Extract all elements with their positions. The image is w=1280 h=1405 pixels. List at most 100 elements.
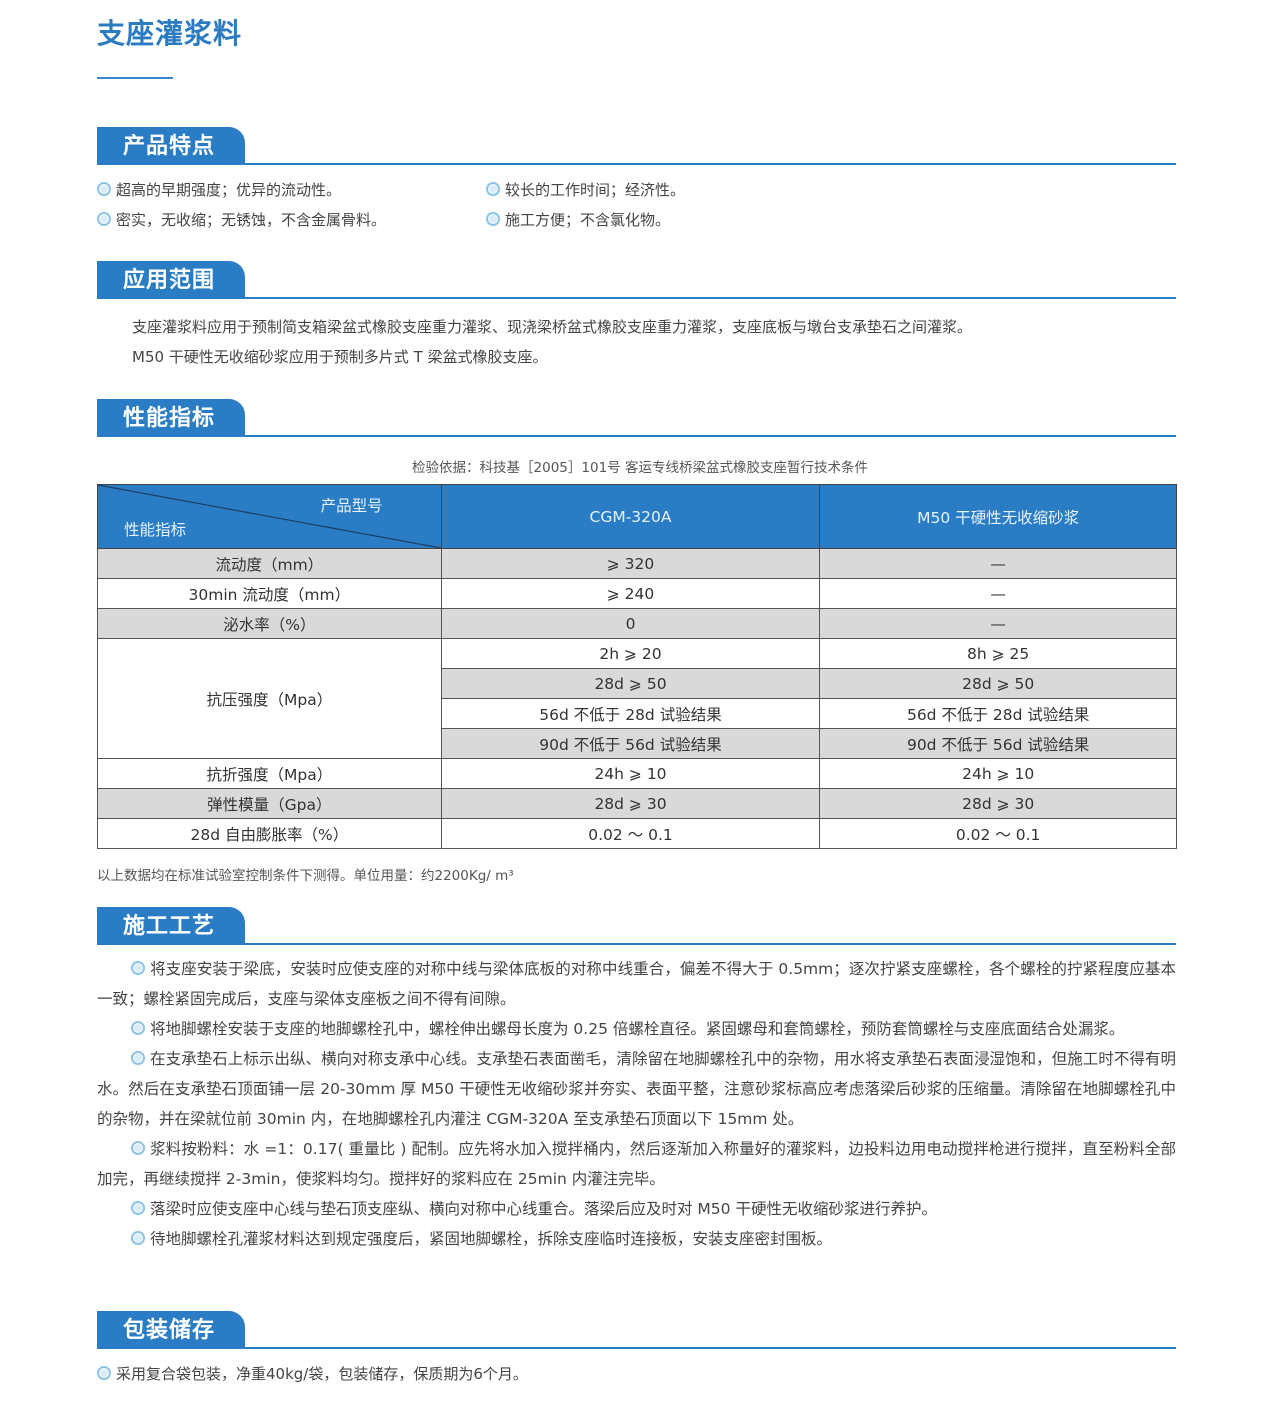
bullet-icon — [486, 212, 500, 226]
step-paragraph: 落梁时应使支座中心线与垫石顶支座纵、横向对称中心线重合。落梁后应及时对 M50 … — [97, 1194, 1176, 1224]
cell: 90d 不低于 56d 试验结果 — [819, 728, 1177, 759]
bullet-icon — [131, 1231, 145, 1245]
corner-bottom-label: 性能指标 — [124, 521, 187, 539]
bullet-icon — [486, 182, 500, 196]
step-paragraph: 待地脚螺栓孔灌浆材料达到规定强度后，紧固地脚螺栓，拆除支座临时连接板，安装支座密… — [97, 1224, 1176, 1254]
bullet-icon — [131, 961, 145, 975]
feature-item: 超高的早期强度；优异的流动性。 — [97, 179, 341, 200]
table-row: 28d 自由膨胀率（%） 0.02 ～ 0.1 0.02 ～ 0.1 — [97, 818, 1177, 849]
step-paragraph: 在支承垫石上标示出纵、横向对称支承中心线。支承垫石表面凿毛，清除留在地脚螺栓孔中… — [97, 1044, 1176, 1134]
section-header-scope: 应用范围 — [97, 261, 1176, 299]
cell: 0.02 ～ 0.1 — [819, 818, 1177, 849]
packaging-text: 采用复合袋包装，净重40kg/袋，包装储存，保质期为6个月。 — [116, 1365, 528, 1383]
table-header-row: 产品型号 性能指标 CGM-320A M50 干硬性无收缩砂浆 — [97, 484, 1177, 549]
feature-item: 较长的工作时间；经济性。 — [486, 179, 685, 200]
cell: 56d 不低于 28d 试验结果 — [440, 698, 821, 729]
cell: 28d ⩾ 30 — [440, 788, 821, 819]
section-rule — [97, 297, 1176, 299]
table-row: 流动度（mm） ⩾ 320 — — [97, 548, 1177, 579]
table-caption: 检验依据：科技基［2005］101号 客运专线桥梁盆式橡胶支座暂行技术条件 — [412, 460, 868, 476]
table-row: 56d 不低于 28d 试验结果 56d 不低于 28d 试验结果 — [98, 698, 1177, 729]
step-text: 在支承垫石上标示出纵、横向对称支承中心线。支承垫石表面凿毛，清除留在地脚螺栓孔中… — [97, 1050, 1176, 1128]
cell: — — [819, 578, 1177, 609]
step-text: 浆料按粉料：水 =1：0.17( 重量比 ) 配制。应先将水加入搅拌桶内，然后逐… — [97, 1140, 1176, 1188]
diagonal-line — [98, 485, 441, 548]
section-rule — [97, 435, 1176, 437]
table-row: 抗压强度（Mpa） 2h ⩾ 20 8h ⩾ 25 — [97, 638, 1177, 759]
cell: 24h ⩾ 10 — [819, 758, 1177, 789]
row-label: 泌水率（%） — [97, 608, 442, 639]
cell: 28d ⩾ 30 — [819, 788, 1177, 819]
row-label: 30min 流动度（mm） — [97, 578, 442, 609]
table-row: 抗折强度（Mpa） 24h ⩾ 10 24h ⩾ 10 — [97, 758, 1177, 789]
bullet-icon — [131, 1021, 145, 1035]
row-label: 抗折强度（Mpa） — [97, 758, 442, 789]
cell: 8h ⩾ 25 — [819, 638, 1177, 669]
corner-header-cell: 产品型号 性能指标 — [97, 484, 442, 549]
section-rule — [97, 1347, 1176, 1349]
step-text: 待地脚螺栓孔灌浆材料达到规定强度后，紧固地脚螺栓，拆除支座临时连接板，安装支座密… — [150, 1230, 833, 1248]
table-row: 30min 流动度（mm） ⩾ 240 — — [97, 578, 1177, 609]
performance-table: 产品型号 性能指标 CGM-320A M50 干硬性无收缩砂浆 流动度（mm） … — [97, 484, 1177, 849]
row-label: 流动度（mm） — [97, 548, 442, 579]
cell: — — [819, 608, 1177, 639]
step-paragraph: 将支座安装于梁底，安装时应使支座的对称中线与梁体底板的对称中线重合，偏差不得大于… — [97, 954, 1176, 1014]
feature-item: 密实，无收缩；无锈蚀，不含金属骨料。 — [97, 209, 386, 230]
table-row: 弹性模量（Gpa） 28d ⩾ 30 28d ⩾ 30 — [97, 788, 1177, 819]
cell: 24h ⩾ 10 — [440, 758, 821, 789]
cell: 0 — [440, 608, 821, 639]
bullet-icon — [131, 1201, 145, 1215]
bullet-icon — [97, 182, 111, 196]
row-label: 抗压强度（Mpa） — [97, 638, 442, 759]
step-text: 将地脚螺栓安装于支座的地脚螺栓孔中，螺栓伸出螺母长度为 0.25 倍螺栓直径。紧… — [150, 1020, 1125, 1038]
bullet-icon — [97, 212, 111, 226]
cell: 90d 不低于 56d 试验结果 — [440, 728, 821, 759]
page-title: 支座灌浆料 — [97, 17, 243, 50]
feature-text: 施工方便；不含氯化物。 — [505, 211, 671, 229]
scope-line: M50 干硬性无收缩砂浆应用于预制多片式 T 梁盆式橡胶支座。 — [132, 348, 548, 366]
column-header: CGM-320A — [440, 484, 821, 549]
cell: 28d ⩾ 50 — [440, 668, 821, 699]
table-row: 泌水率（%） 0 — — [97, 608, 1177, 639]
cell: ⩾ 240 — [440, 578, 821, 609]
corner-top-label: 产品型号 — [320, 497, 383, 515]
section-rule — [97, 943, 1176, 945]
title-underline — [97, 77, 173, 79]
section-tab: 产品特点 — [97, 127, 245, 165]
packaging-item: 采用复合袋包装，净重40kg/袋，包装储存，保质期为6个月。 — [97, 1363, 528, 1384]
step-text: 将支座安装于梁底，安装时应使支座的对称中线与梁体底板的对称中线重合，偏差不得大于… — [97, 960, 1176, 1008]
construction-steps: 将支座安装于梁底，安装时应使支座的对称中线与梁体底板的对称中线重合，偏差不得大于… — [97, 954, 1176, 1254]
cell: 56d 不低于 28d 试验结果 — [819, 698, 1177, 729]
bullet-icon — [131, 1141, 145, 1155]
bullet-icon — [131, 1051, 145, 1065]
feature-text: 密实，无收缩；无锈蚀，不含金属骨料。 — [116, 211, 387, 229]
cell: 28d ⩾ 50 — [819, 668, 1177, 699]
section-header-packaging: 包装储存 — [97, 1311, 1176, 1349]
section-tab: 性能指标 — [97, 399, 245, 437]
section-header-performance: 性能指标 — [97, 399, 1176, 437]
step-paragraph: 浆料按粉料：水 =1：0.17( 重量比 ) 配制。应先将水加入搅拌桶内，然后逐… — [97, 1134, 1176, 1194]
table-note: 以上数据均在标准试验室控制条件下测得。单位用量：约2200Kg/ m³ — [97, 868, 514, 884]
section-tab: 应用范围 — [97, 261, 245, 299]
bullet-icon — [97, 1366, 111, 1380]
feature-text: 较长的工作时间；经济性。 — [505, 181, 686, 199]
cell: 2h ⩾ 20 — [440, 638, 821, 669]
cell: 0.02 ～ 0.1 — [440, 818, 821, 849]
row-label: 28d 自由膨胀率（%） — [97, 818, 442, 849]
section-rule — [97, 163, 1176, 165]
step-paragraph: 将地脚螺栓安装于支座的地脚螺栓孔中，螺栓伸出螺母长度为 0.25 倍螺栓直径。紧… — [97, 1014, 1176, 1044]
scope-line: 支座灌浆料应用于预制简支箱梁盆式橡胶支座重力灌浆、现浇梁桥盆式橡胶支座重力灌浆，… — [132, 318, 973, 336]
cell: — — [819, 548, 1177, 579]
column-header: M50 干硬性无收缩砂浆 — [819, 484, 1177, 549]
section-tab: 包装储存 — [97, 1311, 245, 1349]
section-header-features: 产品特点 — [97, 127, 1176, 165]
cell: ⩾ 320 — [440, 548, 821, 579]
feature-item: 施工方便；不含氯化物。 — [486, 209, 670, 230]
feature-text: 超高的早期强度；优异的流动性。 — [116, 181, 342, 199]
section-header-construction: 施工工艺 — [97, 907, 1176, 945]
section-tab: 施工工艺 — [97, 907, 245, 945]
row-label: 弹性模量（Gpa） — [97, 788, 442, 819]
step-text: 落梁时应使支座中心线与垫石顶支座纵、横向对称中心线重合。落梁后应及时对 M50 … — [150, 1200, 937, 1218]
table-row: 90d 不低于 56d 试验结果 90d 不低于 56d 试验结果 — [98, 728, 1177, 759]
